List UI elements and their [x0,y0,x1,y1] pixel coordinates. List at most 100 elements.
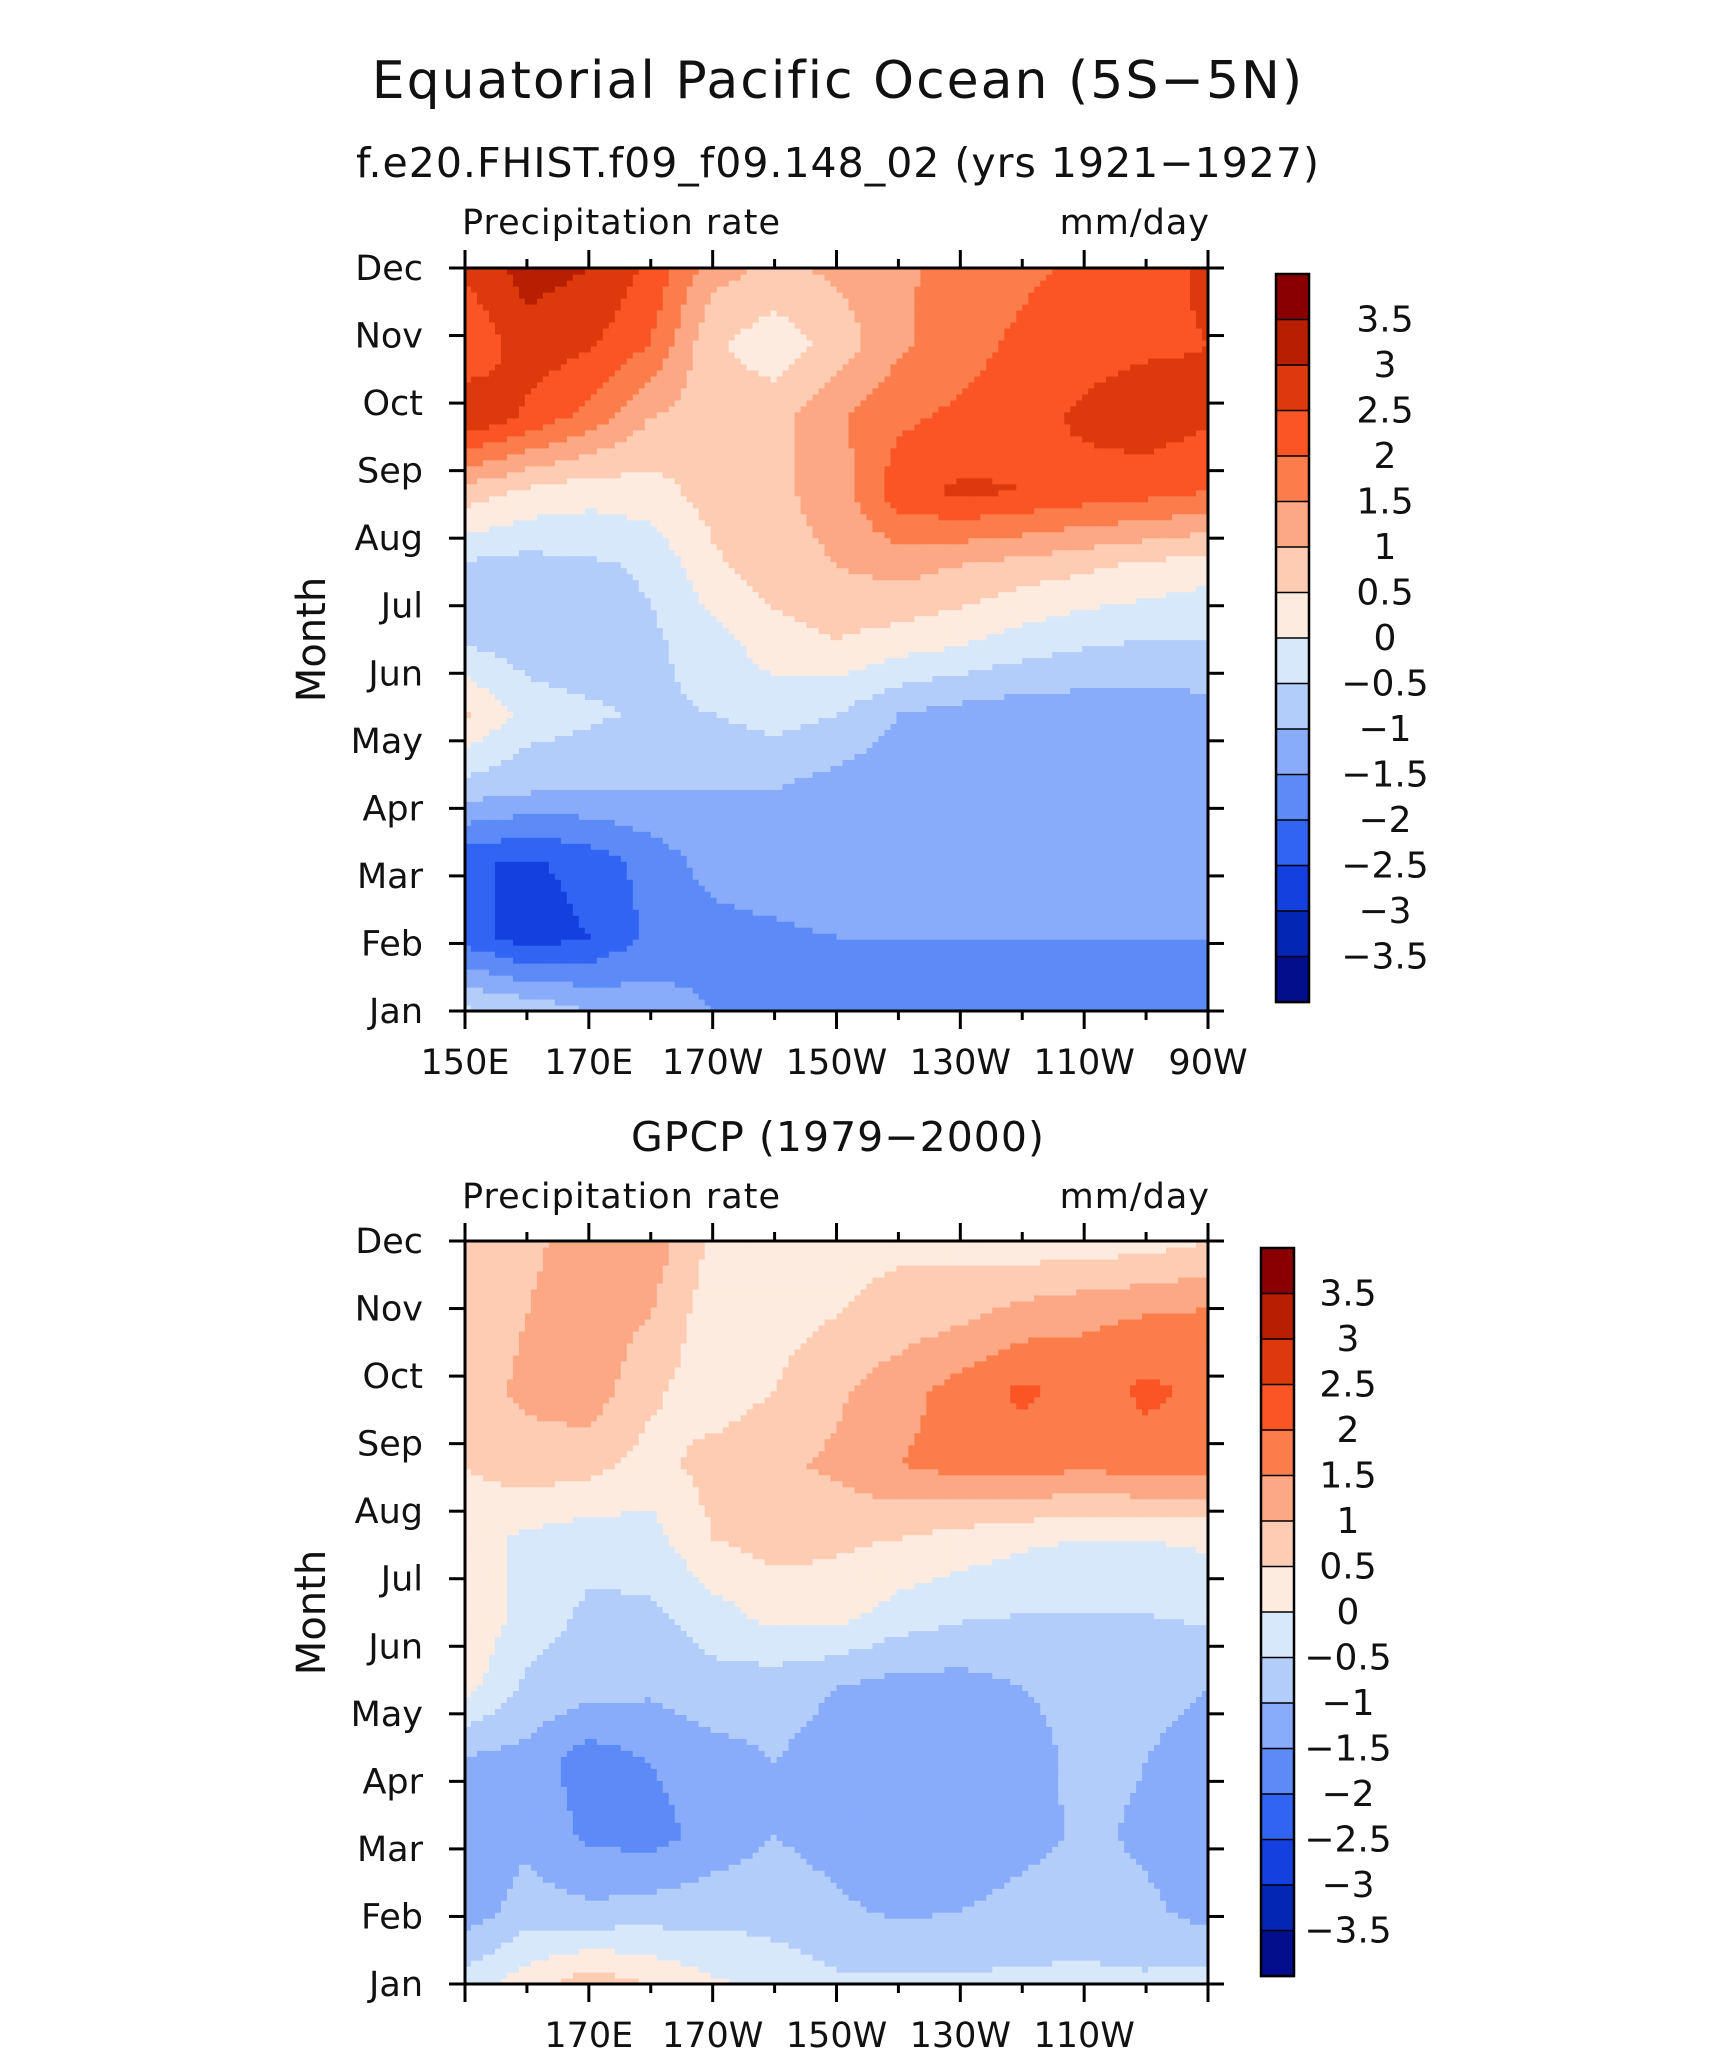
contour-cell [632,819,640,826]
contour-cell [1184,1005,1191,1012]
contour-cell [920,801,927,808]
contour-cell [794,819,802,826]
contour-cell [1154,945,1161,952]
contour-cell [752,903,760,910]
contour-cell [854,957,862,964]
contour-cell [465,807,472,814]
contour-cell [938,891,945,898]
contour-cell [758,987,766,994]
contour-cell [512,837,520,844]
contour-cell [938,837,945,844]
contour-cell [1010,939,1017,946]
contour-cell [758,795,766,802]
contour-cell [1196,819,1203,826]
contour-cell [764,855,772,862]
contour-cell [836,831,844,838]
contour-cell [806,1005,814,1012]
contour-cell [722,903,730,910]
contour-cell [1166,897,1173,904]
contour-cell [920,909,927,916]
contour-cell [890,885,898,892]
contour-cell [488,969,496,976]
contour-cell [524,885,532,892]
contour-cell [632,861,640,868]
contour-cell [710,891,718,898]
contour-cell [758,831,766,838]
contour-cell [710,897,718,904]
contour-cell [542,933,550,940]
contour-cell [1124,771,1131,778]
contour-cell [830,837,838,844]
contour-cell [968,999,975,1006]
contour-cell [818,771,826,778]
contour-cell [806,987,814,994]
contour-cell [986,963,993,970]
contour-cell [914,843,921,850]
contour-cell [680,861,688,868]
contour-cell [602,879,610,886]
contour-cell [734,885,742,892]
contour-cell [1154,897,1161,904]
contour-cell [680,831,688,838]
contour-cell [722,1005,730,1012]
contour-cell [1040,831,1047,838]
contour-cell [764,807,772,814]
contour-cell [698,885,706,892]
contour-cell [488,921,496,928]
contour-cell [1100,771,1107,778]
contour-cell [788,813,796,820]
contour-cell [698,873,706,880]
contour-cell [1130,939,1137,946]
contour-cell [1118,807,1125,814]
contour-cell [710,879,718,886]
contour-cell [998,777,1005,784]
contour-cell [1064,969,1071,976]
contour-cell [824,903,832,910]
contour-cell [962,843,969,850]
contour-cell [830,825,838,832]
contour-cell [1064,993,1071,1000]
contour-cell [482,849,490,856]
contour-cell [806,981,814,988]
contour-cell [1178,903,1185,910]
contour-cell [1022,849,1029,856]
contour-cell [626,789,634,796]
contour-cell [752,987,760,994]
contour-cell [644,981,652,988]
contour-cell [944,783,951,790]
contour-cell [818,813,826,820]
contour-cell [680,975,688,982]
contour-cell [1076,855,1083,862]
contour-cell [1130,801,1137,808]
contour-cell [1028,843,1035,850]
contour-cell [620,951,628,958]
contour-cell [920,777,927,784]
contour-cell [974,867,981,874]
contour-cell [902,849,909,856]
contour-cell [1016,981,1023,988]
contour-cell [764,993,772,1000]
contour-cell [542,975,550,982]
contour-cell [686,837,694,844]
contour-cell [674,837,682,844]
contour-cell [1196,789,1203,796]
contour-cell [1142,831,1149,838]
contour-cell [920,957,927,964]
contour-cell [644,825,652,832]
contour-cell [1058,777,1065,784]
contour-cell [1112,909,1119,916]
contour-cell [686,945,694,952]
contour-cell [1196,855,1203,862]
contour-cell [1070,831,1077,838]
contour-cell [674,897,682,904]
contour-cell [1142,945,1149,952]
contour-cell [692,771,700,778]
contour-cell [848,891,856,898]
contour-cell [782,939,790,946]
contour-cell [1148,981,1155,988]
contour-cell [728,885,736,892]
contour-cell [656,915,664,922]
contour-cell [560,975,568,982]
contour-cell [1040,807,1047,814]
contour-cell [728,807,736,814]
